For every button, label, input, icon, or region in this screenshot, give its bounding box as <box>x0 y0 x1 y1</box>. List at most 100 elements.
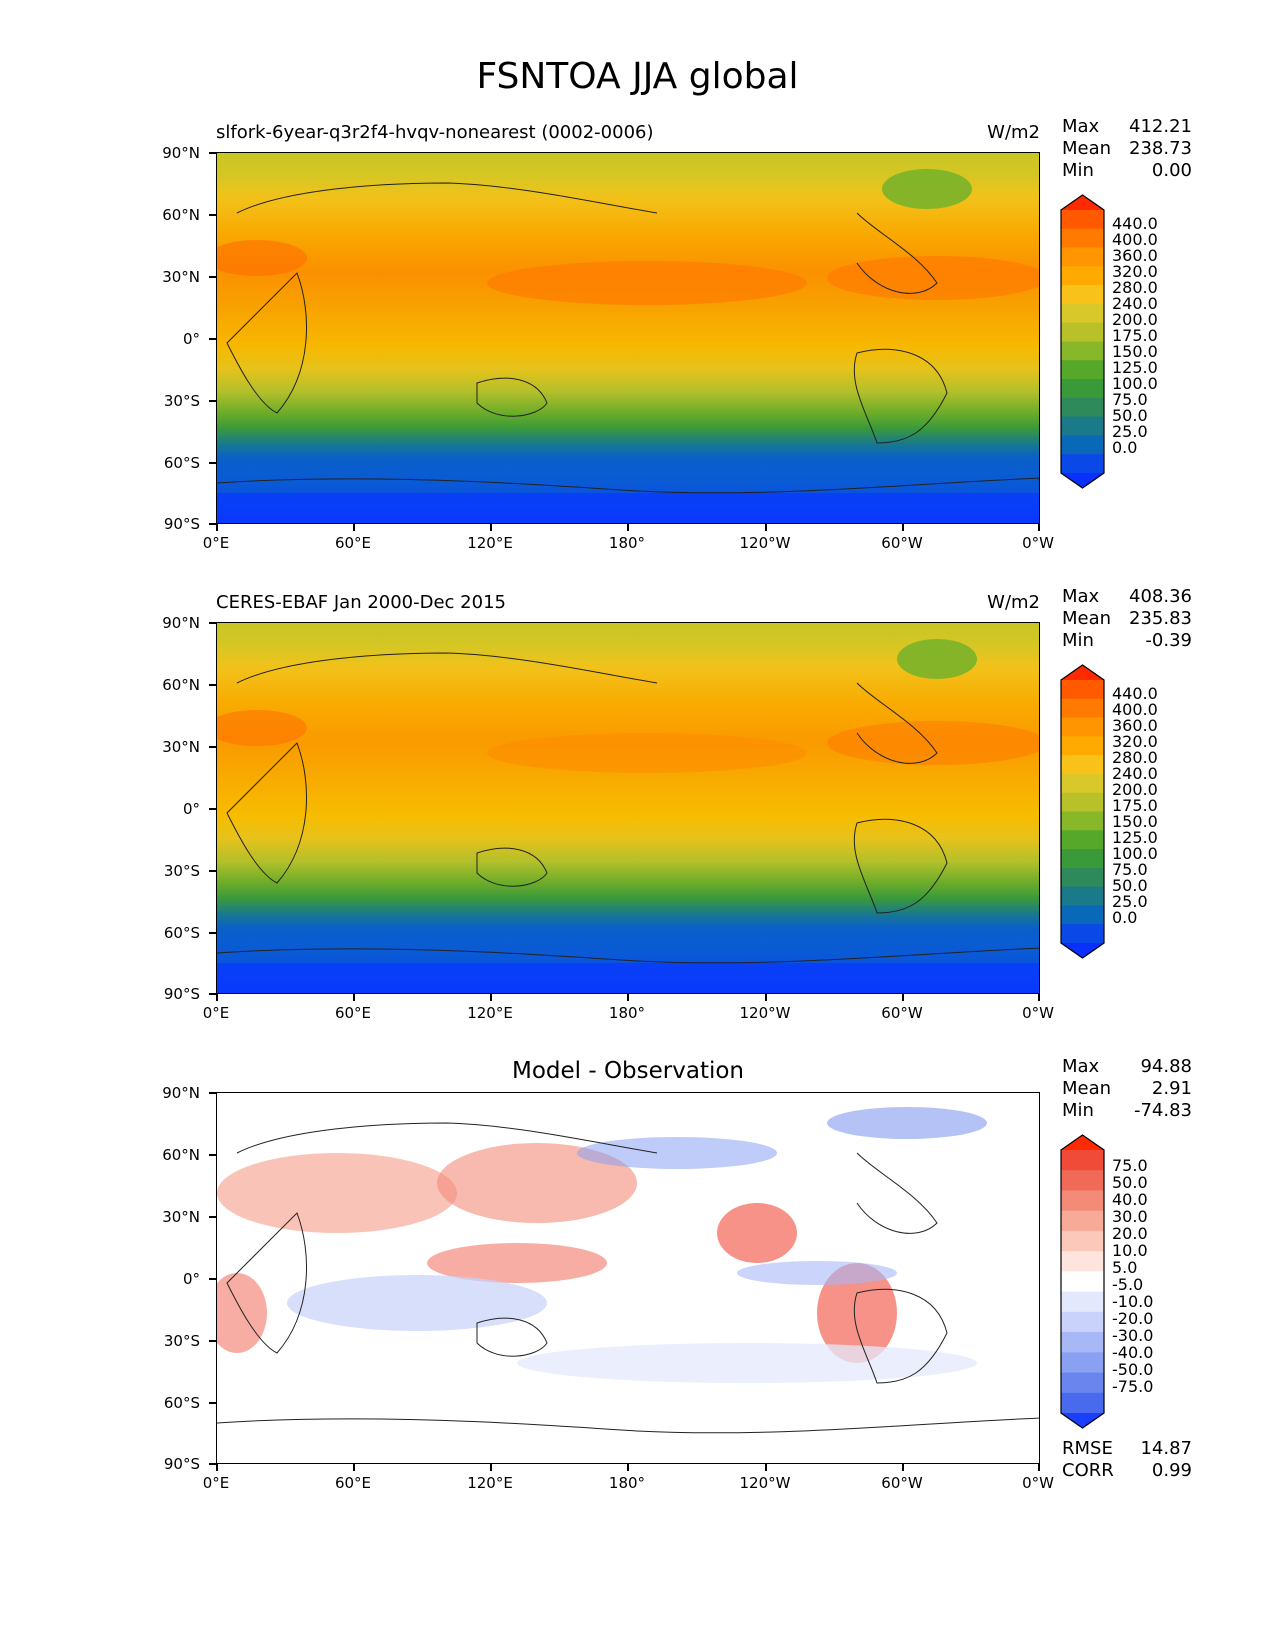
diff-map-field <box>217 1093 1039 1463</box>
colorbar-label: 100.0 <box>1112 844 1158 863</box>
stats-box: Max 408.36 Mean 235.83 Min -0.39 <box>1062 586 1192 652</box>
colorbar-label: 20.0 <box>1112 1224 1148 1243</box>
tick <box>353 524 355 531</box>
colorbar-swatch <box>1061 867 1104 888</box>
colorbar-swatch <box>1061 285 1104 305</box>
stat-label: Mean <box>1062 138 1112 159</box>
colorbar-label: -5.0 <box>1112 1275 1144 1294</box>
colorbar-label: 200.0 <box>1112 780 1158 799</box>
colorbar-swatch <box>1061 1210 1104 1232</box>
tick <box>209 462 216 464</box>
tick <box>209 622 216 624</box>
tick <box>902 524 904 531</box>
colorbar-swatch <box>1061 755 1104 775</box>
colorbar-label: -30.0 <box>1112 1326 1154 1345</box>
stat-value: 235.83 <box>1129 608 1192 629</box>
error-stats-box: RMSE 14.87 CORR 0.99 <box>1062 1438 1192 1482</box>
tick <box>209 214 216 216</box>
tick <box>216 524 218 531</box>
tick <box>902 1464 904 1471</box>
colorbar-swatch <box>1061 195 1104 210</box>
colorbar-swatch <box>1061 943 1104 958</box>
colorbar-swatch <box>1061 266 1104 286</box>
tick <box>209 1216 216 1218</box>
colorbar-swatches <box>1061 1135 1104 1428</box>
lon-label: 0°W <box>1022 1474 1054 1492</box>
colorbar-label: 50.0 <box>1112 406 1148 425</box>
lat-label: 60°N <box>162 1146 200 1164</box>
tick <box>209 746 216 748</box>
colorbar-swatch <box>1061 905 1104 925</box>
diff-panel: Model - Observation <box>0 1056 1275 1496</box>
colorbar-swatch <box>1061 416 1104 436</box>
stat-value: -0.39 <box>1145 630 1192 651</box>
tick <box>209 1092 216 1094</box>
colorbar-swatch <box>1061 773 1104 794</box>
tick <box>209 684 216 686</box>
colorbar-swatch <box>1061 1291 1104 1313</box>
stat-label: Min <box>1062 1100 1094 1121</box>
colorbar-swatch <box>1061 454 1104 474</box>
tick <box>627 524 629 531</box>
panel-title: slfork-6year-q3r2f4-hvqv-nonearest (0002… <box>216 122 654 143</box>
tick <box>209 338 216 340</box>
lat-label: 0° <box>182 330 200 348</box>
colorbar <box>1060 664 1105 959</box>
colorbar-swatch <box>1061 1332 1104 1353</box>
stat-value: 238.73 <box>1129 138 1192 159</box>
tick <box>209 276 216 278</box>
colorbar-swatch <box>1061 811 1104 831</box>
colorbar-swatch <box>1061 924 1104 944</box>
model-map <box>216 152 1040 524</box>
stat-label: Max <box>1062 1056 1100 1077</box>
tick <box>627 994 629 1001</box>
colorbar-label: 25.0 <box>1112 892 1148 911</box>
colorbar-swatch <box>1061 1135 1104 1150</box>
lon-label: 60°W <box>881 1004 923 1022</box>
lat-label: 90°N <box>162 144 200 162</box>
stat-value: 2.91 <box>1151 1078 1192 1099</box>
lon-label: 60°E <box>334 1474 372 1492</box>
stat-label: Max <box>1062 116 1100 137</box>
colorbar-label: 0.0 <box>1112 908 1138 927</box>
lon-label: 120°W <box>739 1474 791 1492</box>
tick <box>765 524 767 531</box>
panel-title: CERES-EBAF Jan 2000-Dec 2015 <box>216 592 506 613</box>
lat-label: 30°S <box>163 392 200 410</box>
lon-label: 180° <box>608 1474 646 1492</box>
stat-label: CORR <box>1062 1460 1114 1481</box>
colorbar-swatch <box>1061 210 1104 230</box>
colorbar-label: -40.0 <box>1112 1343 1154 1362</box>
lat-label: 90°N <box>162 1084 200 1102</box>
tick <box>765 1464 767 1471</box>
colorbar-label: 280.0 <box>1112 748 1158 767</box>
lat-label: 60°S <box>163 454 200 472</box>
tick <box>209 870 216 872</box>
lon-label: 180° <box>608 1004 646 1022</box>
tick <box>1038 994 1040 1001</box>
tick <box>209 1402 216 1404</box>
colorbar-label: 75.0 <box>1112 1156 1148 1175</box>
tick <box>209 523 216 525</box>
colorbar-label: 200.0 <box>1112 310 1158 329</box>
lat-label: 30°N <box>162 268 200 286</box>
colorbar-swatch <box>1061 665 1104 680</box>
lat-label: 90°S <box>163 1455 200 1473</box>
lat-label: 60°S <box>163 924 200 942</box>
colorbar-swatch <box>1061 1251 1104 1272</box>
colorbar-swatch <box>1061 1271 1104 1293</box>
colorbar-swatch <box>1061 1413 1104 1428</box>
colorbar-swatch <box>1061 303 1104 324</box>
colorbar-swatch <box>1061 736 1104 756</box>
tick <box>209 1154 216 1156</box>
colorbar-swatch <box>1061 1170 1104 1191</box>
tick <box>353 994 355 1001</box>
tick <box>216 1464 218 1471</box>
lon-label: 60°W <box>881 1474 923 1492</box>
colorbar-swatch <box>1061 1230 1104 1252</box>
colorbar-swatch <box>1061 1150 1104 1171</box>
colorbar-swatch <box>1061 228 1104 249</box>
colorbar-swatch <box>1061 792 1104 812</box>
tick <box>209 932 216 934</box>
units-label: W/m2 <box>987 592 1040 613</box>
